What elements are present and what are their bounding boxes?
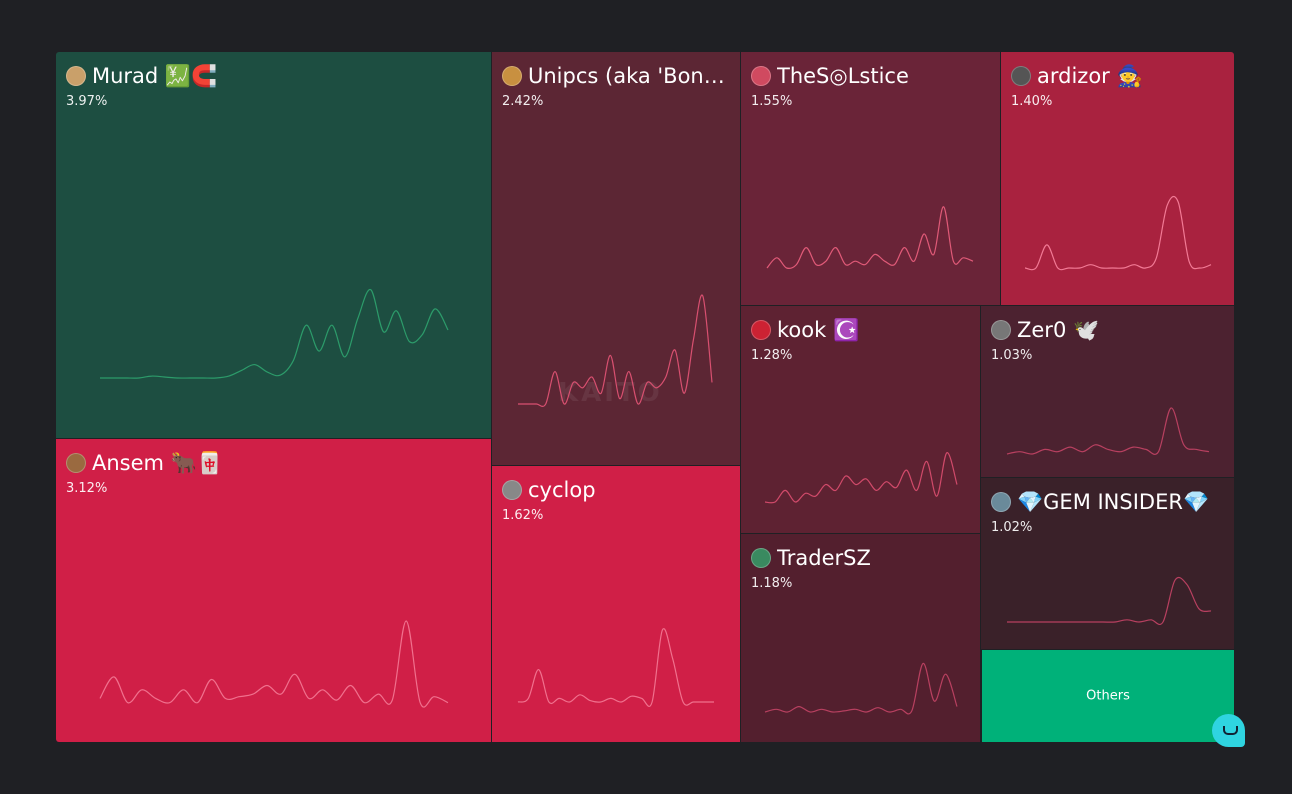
tile-name: TheS◎Lstice xyxy=(777,64,909,88)
tile-percentage: 1.02% xyxy=(991,520,1033,535)
sparkline-path-tradersz xyxy=(764,662,958,715)
tile-name: Unipcs (aka 'Bonk... xyxy=(528,64,732,88)
tile-name: Ansem 🐂🀄 xyxy=(92,451,223,475)
tile-solstice[interactable]: TheS◎Lstice 1.55% xyxy=(741,52,1000,305)
tile-percentage: 3.12% xyxy=(66,481,108,496)
tile-others[interactable]: Others xyxy=(982,650,1234,742)
mindshare-sparkline xyxy=(100,289,449,379)
tile-percentage: 3.97% xyxy=(66,94,108,109)
tile-tradersz[interactable]: TraderSZ 1.18% xyxy=(741,534,980,742)
tile-murad[interactable]: Murad 💹🧲 3.97% xyxy=(56,52,491,438)
sparkline-path-unipcs xyxy=(518,294,713,407)
mindshare-sparkline xyxy=(517,628,714,707)
avatar xyxy=(991,492,1011,512)
sparkline-path-zer0 xyxy=(1006,407,1210,455)
mindshare-sparkline xyxy=(764,662,958,715)
tile-zer0[interactable]: Zer0 🕊️ 1.03% xyxy=(981,306,1234,477)
sparkline-path-ardizor xyxy=(1024,195,1212,271)
mindshare-sparkline xyxy=(99,620,449,708)
tile-percentage: 2.42% xyxy=(502,94,544,109)
tile-ansem[interactable]: Ansem 🐂🀄 3.12% xyxy=(56,439,491,742)
avatar xyxy=(751,320,771,340)
tile-gem-insider[interactable]: 💎GEM INSIDER💎 1.02% xyxy=(981,478,1234,649)
tile-name: Murad 💹🧲 xyxy=(92,64,218,88)
tile-ardizor[interactable]: ardizor 🧙 1.40% xyxy=(1001,52,1234,305)
mindshare-sparkline xyxy=(518,294,713,407)
tile-name: Zer0 🕊️ xyxy=(1017,318,1100,342)
mindshare-sparkline xyxy=(764,452,958,504)
tile-name: 💎GEM INSIDER💎 xyxy=(1017,490,1210,514)
tile-name: cyclop xyxy=(528,478,596,502)
avatar xyxy=(751,66,771,86)
chat-launcher-button[interactable] xyxy=(1212,714,1245,747)
mindshare-treemap: Murad 💹🧲 3.97% Ansem 🐂🀄 3.12% Unipcs (ak… xyxy=(56,52,1234,742)
tile-unipcs[interactable]: Unipcs (aka 'Bonk... 2.42% KAITO xyxy=(492,52,740,465)
others-label: Others xyxy=(1086,688,1130,704)
avatar xyxy=(66,66,86,86)
mindshare-sparkline xyxy=(766,206,974,270)
tile-name: TraderSZ xyxy=(777,546,871,570)
chat-icon xyxy=(1223,726,1238,735)
mindshare-sparkline xyxy=(1006,407,1210,455)
avatar xyxy=(751,548,771,568)
tile-percentage: 1.28% xyxy=(751,348,793,363)
tile-percentage: 1.62% xyxy=(502,508,544,523)
sparkline-path-murad xyxy=(100,289,449,379)
sparkline-path-cyclop xyxy=(517,628,714,707)
tile-percentage: 1.03% xyxy=(991,348,1033,363)
sparkline-path-gem xyxy=(1007,576,1212,626)
avatar xyxy=(991,320,1011,340)
sparkline-path-kook xyxy=(764,452,958,504)
sparkline-path-ansem xyxy=(99,620,449,708)
avatar xyxy=(502,480,522,500)
tile-kook[interactable]: kook ☪️ 1.28% xyxy=(741,306,980,533)
tile-cyclop[interactable]: cyclop 1.62% xyxy=(492,466,740,742)
avatar xyxy=(66,453,86,473)
mindshare-sparkline xyxy=(1024,195,1212,271)
tile-name: ardizor 🧙 xyxy=(1037,64,1143,88)
tile-percentage: 1.18% xyxy=(751,576,793,591)
mindshare-sparkline xyxy=(1007,576,1212,626)
tile-percentage: 1.55% xyxy=(751,94,793,109)
avatar xyxy=(1011,66,1031,86)
avatar xyxy=(502,66,522,86)
tile-percentage: 1.40% xyxy=(1011,94,1053,109)
tile-name: kook ☪️ xyxy=(777,318,860,342)
sparkline-path-solstice xyxy=(766,206,974,270)
